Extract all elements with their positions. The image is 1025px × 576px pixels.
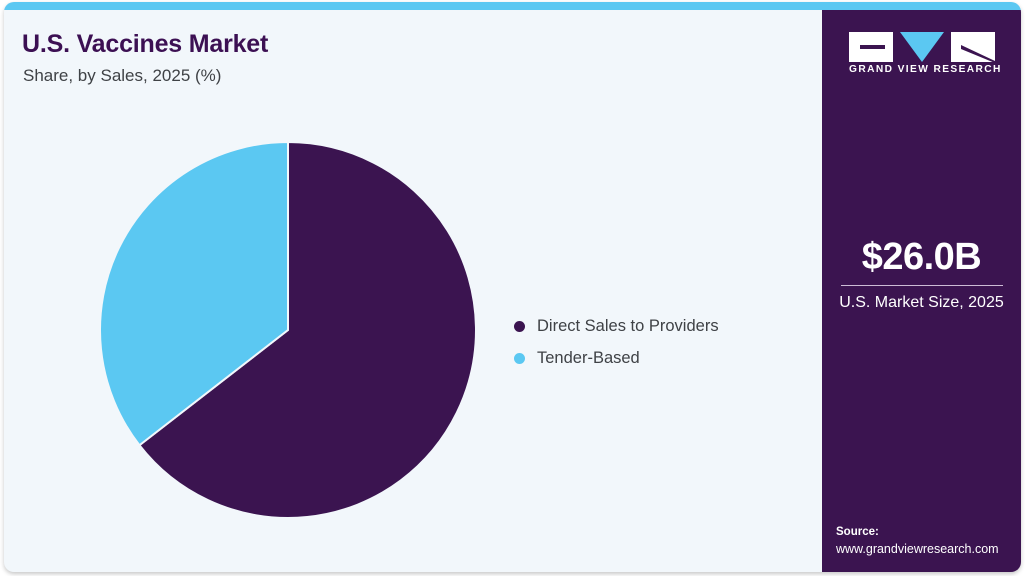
side-panel: GRAND VIEW RESEARCH $26.0B U.S. Market S…	[822, 10, 1021, 572]
page-subtitle: Share, by Sales, 2025 (%)	[23, 66, 222, 85]
chart-area: U.S. Vaccines Market Share, by Sales, 20…	[4, 10, 822, 572]
legend-item-tender-based[interactable]: Tender-Based	[514, 342, 804, 374]
pie-chart-svg	[99, 141, 477, 519]
legend-swatch-icon	[514, 352, 525, 364]
legend-item-direct-sales[interactable]: Direct Sales to Providers	[514, 310, 804, 342]
logo-wordmark: GRAND VIEW RESEARCH	[849, 64, 1002, 75]
pie-slice-tender-based[interactable]	[99, 141, 289, 447]
grand-view-research-logo: GRAND VIEW RESEARCH	[849, 32, 1002, 78]
chart-card: U.S. Vaccines Market Share, by Sales, 20…	[4, 2, 1021, 572]
pie-chart	[99, 141, 477, 519]
legend-item-label: Tender-Based	[537, 348, 640, 367]
market-size-label: U.S. Market Size, 2025	[839, 293, 1004, 311]
chart-legend: Direct Sales to Providers Tender-Based	[514, 310, 804, 374]
stat-divider	[840, 284, 1003, 286]
market-size-callout: $26.0B U.S. Market Size, 2025	[834, 236, 1009, 313]
top-accent-bar	[4, 2, 1021, 10]
source-title: Source:	[836, 526, 879, 539]
legend-item-label: Direct Sales to Providers	[537, 316, 719, 335]
page-title: U.S. Vaccines Market	[22, 30, 269, 58]
gvr-monogram-icon	[849, 32, 995, 62]
source-url[interactable]: www.grandviewresearch.com	[836, 542, 999, 557]
source-block: Source: www.grandviewresearch.com	[836, 524, 1020, 558]
legend-swatch-icon	[514, 320, 525, 332]
market-size-value: $26.0B	[861, 236, 982, 278]
pie-slice-direct-sales[interactable]	[138, 141, 477, 519]
